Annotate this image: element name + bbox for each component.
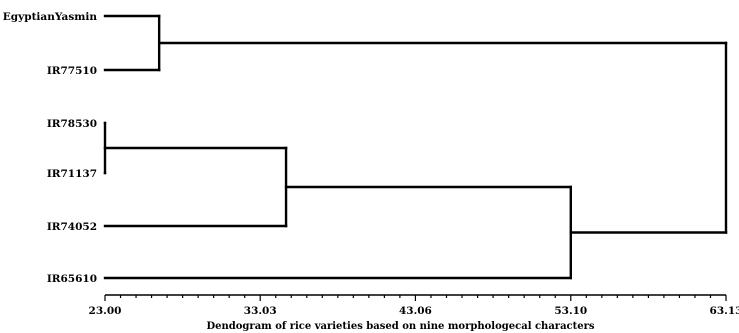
tick-label: 53.10	[554, 305, 587, 317]
merge-m5	[157, 41, 728, 234]
tick-label: 43.06	[399, 305, 432, 317]
leaf-label-ir65610: IR65610	[47, 273, 97, 285]
tick-label: 63.13	[710, 305, 739, 317]
merge-m3	[103, 146, 288, 228]
axis-title: Dendogram of rice varieties based on nin…	[206, 321, 594, 332]
leaf-label-ir71137: IR71137	[47, 168, 97, 180]
axis-tick-labels: 23.00 33.03 43.06 53.10 63.13	[89, 305, 739, 317]
axis-ticks	[104, 295, 727, 301]
leaf-label-egyptian: EgyptianYasmin	[3, 11, 98, 23]
leaf-label-ir77510: IR77510	[47, 65, 97, 77]
leaf-label-ir74052: IR74052	[47, 221, 97, 233]
merge-m2	[103, 14, 161, 72]
distance-axis: 23.00 33.03 43.06 53.10 63.13 Dendogram of r…	[89, 294, 739, 332]
leaf-labels: EgyptianYasmin IR77510 IR78530 IR71137 IR740…	[3, 11, 98, 285]
merge-m4	[103, 185, 572, 280]
tick-label: 33.03	[244, 305, 277, 317]
branches	[103, 14, 728, 280]
leaf-label-ir78530: IR78530	[47, 118, 97, 130]
tick-label: 23.00	[89, 305, 122, 317]
